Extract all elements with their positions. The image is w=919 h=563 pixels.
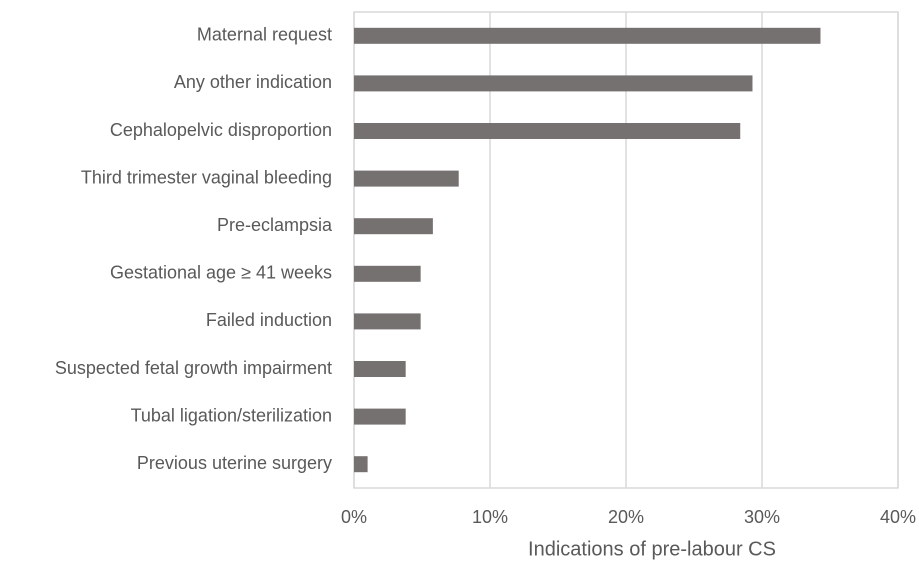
bar [354, 170, 459, 187]
x-tick-label: 20% [608, 507, 644, 527]
bar [354, 123, 741, 139]
y-tick-label: Tubal ligation/sterilization [131, 405, 332, 425]
bar [354, 27, 821, 44]
bar [354, 218, 433, 235]
x-tick-label: 0% [341, 507, 367, 527]
bar [354, 313, 421, 330]
y-tick-label: Failed induction [206, 310, 332, 330]
y-tick-label: Gestational age ≥ 41 weeks [110, 263, 332, 283]
x-tick-label: 40% [880, 507, 916, 527]
bar [354, 265, 421, 282]
bar [354, 75, 753, 92]
y-tick-label: Any other indication [174, 72, 332, 92]
x-axis-title: Indications of pre-labour CS [528, 538, 776, 560]
x-tick-label: 10% [472, 507, 508, 527]
y-tick-label: Maternal request [197, 25, 332, 45]
y-tick-label: Third trimester vaginal bleeding [81, 167, 332, 187]
bar [354, 361, 406, 377]
y-tick-label: Suspected fetal growth impairment [55, 358, 332, 378]
y-tick-label: Pre-eclampsia [217, 215, 333, 235]
bar [354, 408, 406, 425]
x-tick-label: 30% [744, 507, 780, 527]
y-tick-label: Previous uterine surgery [137, 453, 332, 473]
bar [354, 456, 368, 473]
y-tick-label: Cephalopelvic disproportion [110, 120, 332, 140]
